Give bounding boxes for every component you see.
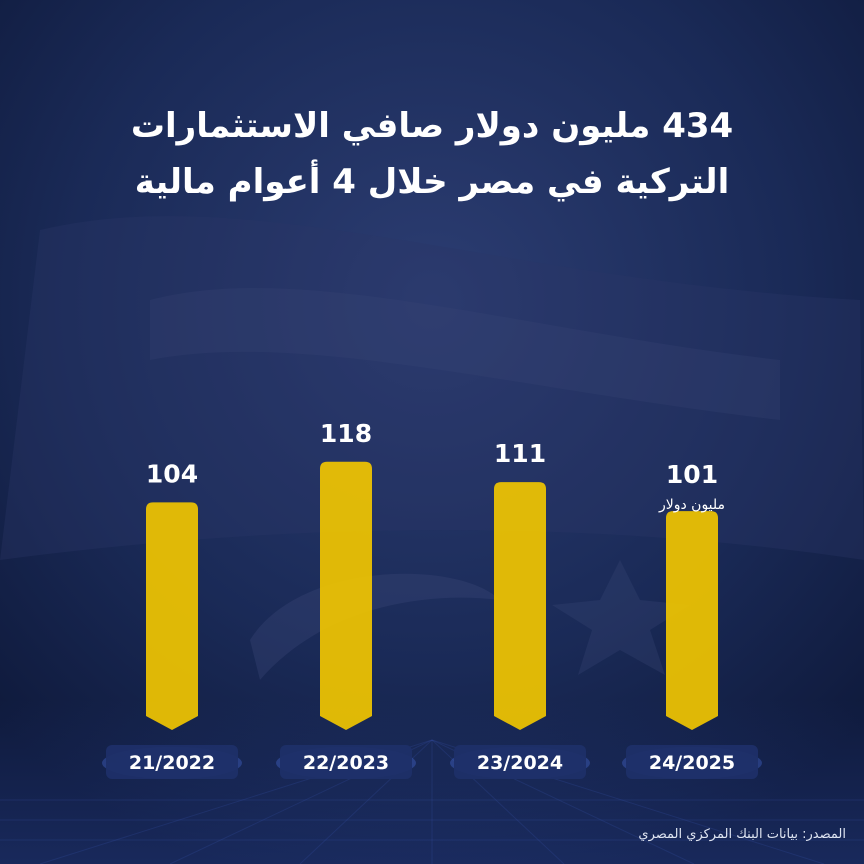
data-label: 104 xyxy=(146,459,198,488)
data-label: 101 xyxy=(666,460,718,489)
bar xyxy=(494,482,546,730)
source-note: المصدر: بيانات البنك المركزي المصري xyxy=(638,827,846,842)
chart-title-line-2: التركية في مصر خلال 4 أعوام مالية xyxy=(134,162,730,202)
unit-label: مليون دولار xyxy=(658,497,725,513)
bar xyxy=(146,502,198,730)
bar xyxy=(666,511,718,730)
crescent-watermark xyxy=(250,573,500,680)
category-label: 22/2023 xyxy=(303,752,389,774)
category-label: 21/2022 xyxy=(129,752,215,774)
category-label: 24/2025 xyxy=(649,752,735,774)
category-label-plate xyxy=(626,745,758,779)
star-watermark xyxy=(552,560,690,675)
category-label: 23/2024 xyxy=(477,752,563,774)
category-label-plate xyxy=(454,745,586,779)
data-label: 118 xyxy=(320,419,372,448)
category-label-plate xyxy=(280,745,412,779)
flag-silhouette xyxy=(0,216,864,560)
data-label: 111 xyxy=(494,439,546,468)
chart-title-line-1: 434 مليون دولار صافي الاستثمارات xyxy=(130,106,734,146)
category-label-plate xyxy=(106,745,238,779)
bar xyxy=(320,461,372,730)
